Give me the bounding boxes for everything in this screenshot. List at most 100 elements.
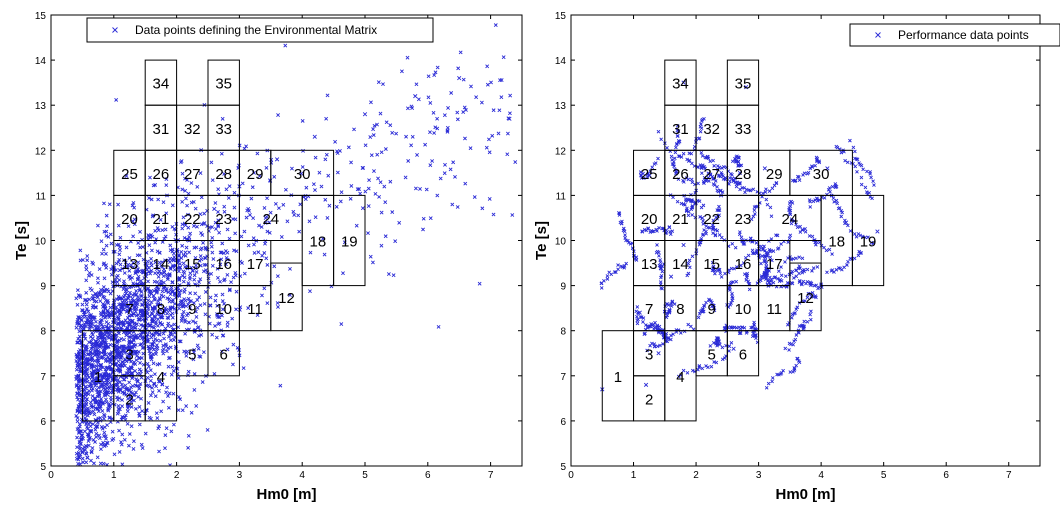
scatter-point xyxy=(210,235,215,240)
bin-cell xyxy=(789,149,853,196)
scatter-point xyxy=(106,325,111,330)
scatter-point xyxy=(202,255,207,260)
scatter-point xyxy=(727,182,731,186)
scatter-point xyxy=(166,346,170,351)
scatter-point xyxy=(469,84,473,89)
scatter-point xyxy=(713,233,718,238)
scatter-point xyxy=(106,366,111,371)
scatter-point xyxy=(159,279,163,284)
scatter-point xyxy=(89,346,94,351)
scatter-point xyxy=(120,414,125,419)
scatter-point xyxy=(808,291,812,296)
scatter-point xyxy=(82,377,87,382)
scatter-point xyxy=(681,368,686,373)
scatter-point xyxy=(132,205,137,210)
scatter-point xyxy=(103,305,108,310)
scatter-point xyxy=(102,288,107,293)
scatter-point xyxy=(180,171,185,176)
scatter-point xyxy=(116,410,121,415)
scatter-point xyxy=(131,234,136,239)
scatter-point xyxy=(74,352,79,357)
scatter-point xyxy=(428,163,433,168)
scatter-point xyxy=(386,272,391,277)
scatter-point xyxy=(255,313,260,317)
scatter-point xyxy=(161,351,166,356)
scatter-point xyxy=(775,276,780,281)
scatter-point xyxy=(676,134,680,138)
scatter-point xyxy=(676,177,681,181)
scatter-point xyxy=(198,254,203,258)
scatter-point xyxy=(815,196,819,201)
bin-label: 6 xyxy=(220,346,228,363)
scatter-point xyxy=(814,242,818,247)
scatter-point xyxy=(207,321,212,326)
bin-label: 28 xyxy=(735,166,752,183)
scatter-point xyxy=(99,341,104,345)
scatter-point xyxy=(89,476,92,479)
scatter-point xyxy=(77,356,82,360)
scatter-point xyxy=(788,370,793,374)
scatter-point xyxy=(90,467,93,470)
scatter-point xyxy=(100,373,105,378)
scatter-point xyxy=(458,50,463,55)
scatter-point xyxy=(378,111,383,116)
scatter-point xyxy=(670,229,675,234)
scatter-point xyxy=(93,427,98,432)
scatter-point xyxy=(185,313,189,318)
scatter-point xyxy=(83,386,88,391)
scatter-point xyxy=(769,277,774,281)
scatter-point xyxy=(699,166,704,170)
scatter-point xyxy=(251,216,256,221)
scatter-point xyxy=(810,290,815,295)
bin-cell xyxy=(144,59,178,106)
scatter-point xyxy=(217,315,222,320)
scatter-point xyxy=(170,280,175,284)
scatter-point xyxy=(176,394,181,399)
scatter-point xyxy=(394,131,399,136)
scatter-point xyxy=(377,194,382,199)
scatter-point xyxy=(860,234,865,239)
scatter-point xyxy=(134,390,138,395)
scatter-point xyxy=(709,364,714,369)
scatter-point xyxy=(107,415,112,420)
scatter-point xyxy=(195,224,199,229)
scatter-point xyxy=(145,361,150,366)
scatter-point xyxy=(99,355,104,360)
scatter-point xyxy=(139,396,143,401)
scatter-point xyxy=(686,261,691,266)
scatter-point xyxy=(715,343,719,348)
scatter-point xyxy=(814,283,819,288)
scatter-point xyxy=(210,225,215,229)
scatter-point xyxy=(164,426,169,431)
scatter-point xyxy=(319,184,324,189)
scatter-point xyxy=(157,449,161,454)
scatter-point xyxy=(201,350,206,355)
scatter-point xyxy=(213,201,218,205)
scatter-point xyxy=(508,93,513,98)
scatter-point xyxy=(265,262,270,267)
scatter-point xyxy=(103,343,108,348)
scatter-point xyxy=(171,251,176,256)
scatter-point xyxy=(702,304,707,308)
scatter-point xyxy=(208,295,213,300)
scatter-point xyxy=(232,190,237,195)
y-tick-label: 6 xyxy=(560,417,566,428)
scatter-point xyxy=(121,298,126,303)
scatter-point xyxy=(126,366,130,371)
scatter-point xyxy=(101,262,106,267)
scatter-point xyxy=(177,277,182,282)
scatter-point xyxy=(102,444,107,449)
scatter-point xyxy=(98,372,103,377)
scatter-point xyxy=(788,212,793,217)
scatter-point xyxy=(472,195,477,199)
scatter-point xyxy=(795,225,800,230)
scatter-point xyxy=(491,108,496,113)
scatter-point xyxy=(719,275,724,279)
scatter-point xyxy=(99,322,104,327)
scatter-point xyxy=(117,450,122,454)
scatter-point xyxy=(484,145,489,150)
scatter-point xyxy=(151,339,156,344)
scatter-point xyxy=(283,43,288,48)
scatter-point xyxy=(216,210,220,214)
